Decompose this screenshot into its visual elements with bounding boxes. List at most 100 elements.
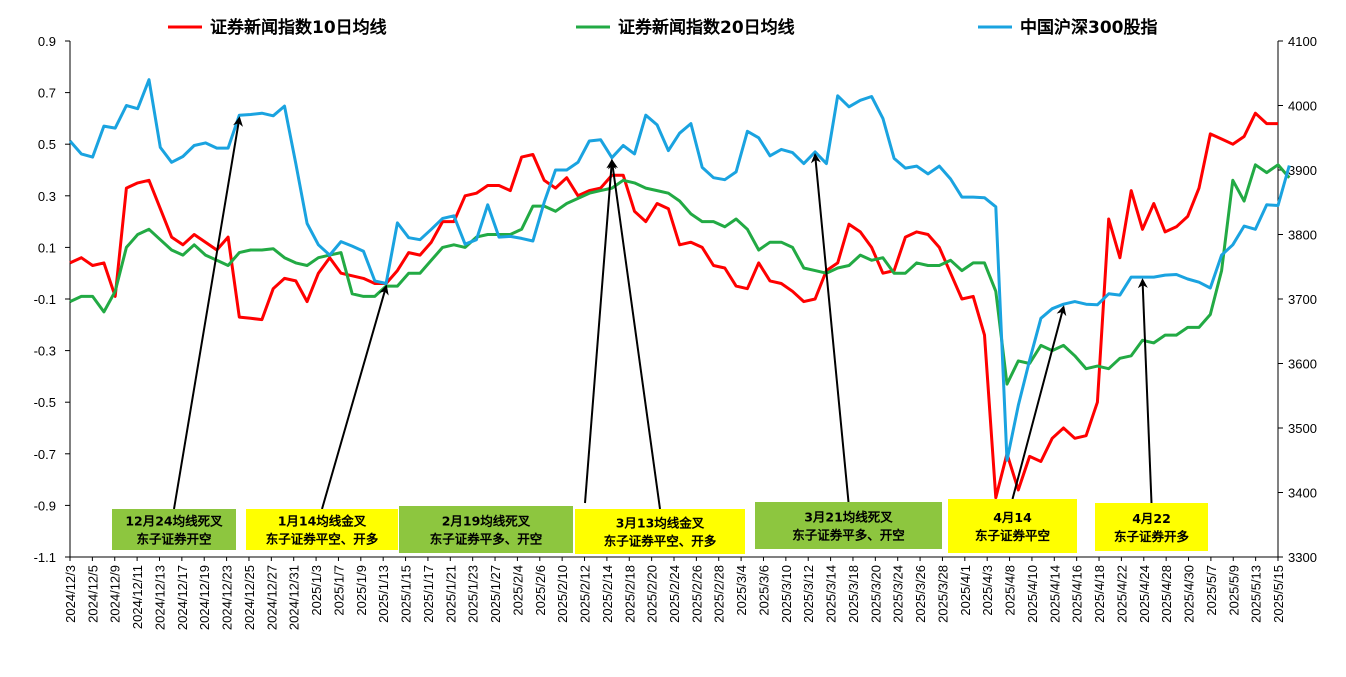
y2-tick-label: 3500 <box>1288 421 1317 436</box>
x-tick-label: 2025/1/21 <box>443 565 458 623</box>
y-tick-label: 0.5 <box>38 137 56 152</box>
x-tick-label: 2025/4/16 <box>1070 565 1085 623</box>
x-tick-label: 2024/12/11 <box>130 565 145 629</box>
x-tick-label: 2025/4/18 <box>1092 565 1107 623</box>
annotation-line2: 东子证券平空、开多 <box>266 532 379 547</box>
y2-tick-label: 3800 <box>1288 228 1317 243</box>
annotation-line1: 4月22 <box>1132 511 1171 526</box>
y2-tick-label: 3300 <box>1288 550 1317 565</box>
y-tick-label: -0.7 <box>34 447 56 462</box>
x-tick-label: 2025/3/26 <box>913 565 928 623</box>
x-tick-label: 2024/12/13 <box>152 565 167 630</box>
annotation-line2: 东子证券平空、开多 <box>604 534 717 549</box>
y-tick-label: -0.3 <box>34 344 56 359</box>
annotation-box <box>399 506 573 553</box>
annotation-line1: 1月14均线金叉 <box>278 514 367 529</box>
x-tick-label: 2025/1/27 <box>488 565 503 623</box>
x-tick-label: 2025/5/7 <box>1204 565 1219 616</box>
y-tick-label: -0.9 <box>34 498 56 513</box>
y-tick-label: 0.3 <box>38 189 56 204</box>
x-tick-label: 2025/1/9 <box>354 565 369 616</box>
x-tick-label: 2025/1/7 <box>331 565 346 616</box>
x-tick-label: 2025/2/28 <box>712 565 727 623</box>
y-tick-label: 0.9 <box>38 34 56 49</box>
series-line-2 <box>68 78 1291 462</box>
y-tick-label: 0.1 <box>38 240 56 255</box>
x-tick-label: 2025/3/10 <box>779 565 794 623</box>
x-tick-label: 2025/2/14 <box>600 565 615 623</box>
x-tick-label: 2025/5/15 <box>1271 565 1286 623</box>
x-tick-label: 2025/4/10 <box>1025 565 1040 623</box>
x-tick-label: 2025/2/10 <box>555 565 570 623</box>
x-axis: 2024/12/3 2024/12/5 2024/12/9 2024/12/11 202… <box>63 556 1286 630</box>
x-tick-label: 2025/3/4 <box>734 565 749 616</box>
annotation-arrow <box>608 158 661 510</box>
annotation-line2: 东子证券平多、开空 <box>792 528 905 543</box>
annotation-line1: 2月19均线死叉 <box>442 514 531 529</box>
series-line-1 <box>69 163 1291 386</box>
x-tick-label: 2025/3/6 <box>756 565 771 616</box>
y2-tick-label: 3600 <box>1288 357 1317 372</box>
x-tick-label: 2025/4/3 <box>980 565 995 616</box>
x-tick-label: 2024/12/3 <box>63 565 78 623</box>
x-tick-label: 2025/4/1 <box>958 565 973 616</box>
y2-tick-label: 4100 <box>1288 34 1317 49</box>
annotation-arrow <box>173 116 243 510</box>
annotation-box <box>1095 503 1208 551</box>
annotation-arrow <box>584 158 617 504</box>
x-tick-label: 2024/12/27 <box>264 565 279 630</box>
x-tick-label: 2025/3/24 <box>891 565 906 623</box>
x-tick-label: 2024/12/17 <box>175 565 190 630</box>
x-tick-label: 2025/5/9 <box>1226 565 1241 616</box>
annotation-box <box>112 509 236 550</box>
annotation-line2: 东子证券开空 <box>136 532 211 547</box>
series-layer <box>68 78 1291 500</box>
annotation-line2: 东子证券平空 <box>975 528 1050 543</box>
y2-tick-label: 3400 <box>1288 486 1317 501</box>
x-tick-label: 2025/3/18 <box>846 565 861 623</box>
x-tick-label: 2025/1/17 <box>421 565 436 623</box>
x-tick-label: 2025/4/24 <box>1137 565 1152 623</box>
y-axis-right: 4100 4000 3900 3800 3700 3600 3500 3400 3300 <box>1277 34 1317 565</box>
x-tick-label: 2025/3/28 <box>935 565 950 623</box>
y2-tick-label: 3700 <box>1288 292 1317 307</box>
annotation-line1: 3月13均线金叉 <box>616 516 705 531</box>
annotation-line2: 东子证券开多 <box>1114 529 1190 544</box>
x-tick-label: 2025/2/20 <box>645 565 660 623</box>
x-tick-label: 2025/4/22 <box>1114 565 1129 623</box>
x-tick-label: 2025/4/8 <box>1003 565 1018 616</box>
x-tick-label: 2025/1/13 <box>376 565 391 623</box>
x-tick-label: 2025/3/14 <box>824 565 839 623</box>
y-tick-label: -0.5 <box>34 395 56 410</box>
y-axis-left: 0.9 0.7 0.5 0.3 0.1 -0.1 -0.3 -0.5 -0.7 -0.9 -1.1 <box>34 34 71 565</box>
annotation-box <box>948 499 1077 553</box>
annotation-line1: 12月24均线死叉 <box>125 514 223 529</box>
x-tick-label: 2025/3/20 <box>868 565 883 623</box>
x-tick-label: 2025/2/24 <box>667 565 682 623</box>
y2-tick-label: 4000 <box>1288 99 1317 114</box>
x-tick-label: 2025/2/26 <box>689 565 704 623</box>
y-tick-label: -0.1 <box>34 292 56 307</box>
x-tick-label: 2025/4/14 <box>1047 565 1062 623</box>
x-tick-label: 2024/12/23 <box>220 565 235 630</box>
x-tick-label: 2024/12/9 <box>108 565 123 623</box>
annotation-line1: 3月21均线死叉 <box>804 510 893 525</box>
x-tick-label: 2025/1/3 <box>309 565 324 616</box>
x-tick-label: 2025/2/18 <box>622 565 637 623</box>
annotation-arrow <box>810 152 850 503</box>
annotation-box <box>755 502 942 549</box>
x-tick-label: 2025/1/15 <box>399 565 414 623</box>
annotation-box <box>246 509 398 550</box>
x-tick-label: 2025/2/4 <box>510 565 525 616</box>
x-tick-label: 2025/4/28 <box>1159 565 1174 623</box>
legend: 证券新闻指数10日均线 证券新闻指数20日均线 中国沪深300股指 <box>168 17 1158 38</box>
x-tick-label: 2025/5/13 <box>1249 565 1264 623</box>
x-tick-label: 2024/12/19 <box>197 565 212 630</box>
x-tick-label: 2025/2/6 <box>533 565 548 616</box>
x-tick-label: 2025/2/12 <box>578 565 593 623</box>
x-tick-label: 2025/3/12 <box>801 565 816 623</box>
x-tick-label: 2024/12/31 <box>287 565 302 630</box>
